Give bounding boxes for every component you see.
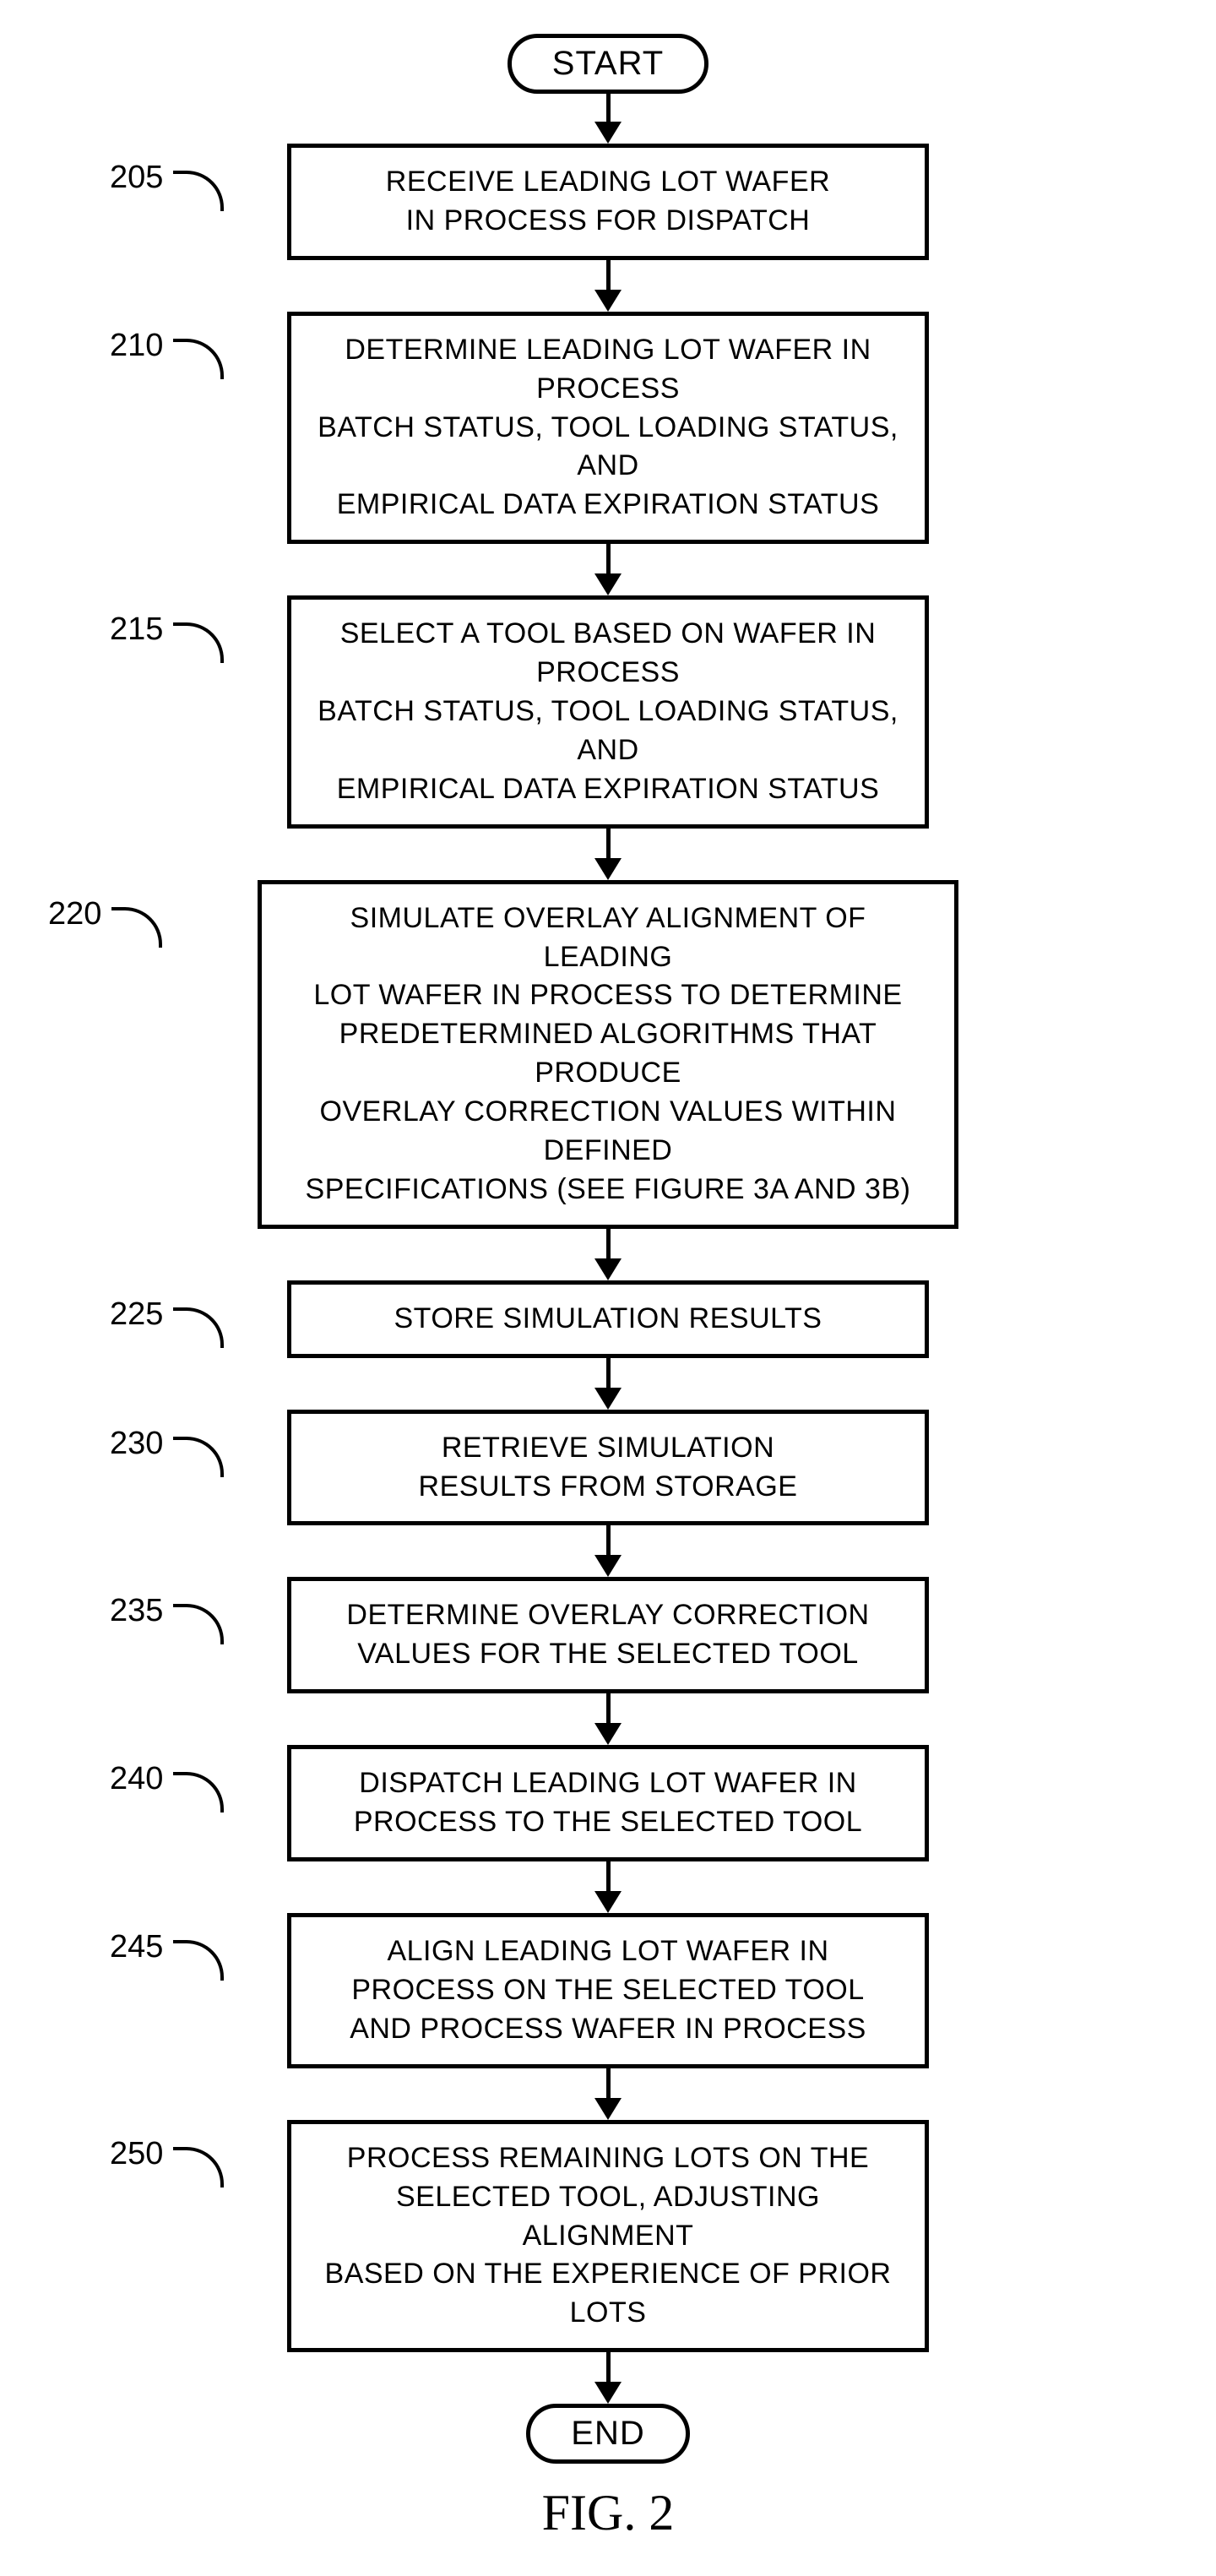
step-number: 220 bbox=[48, 896, 101, 932]
label-tick-icon bbox=[173, 339, 224, 379]
step-label-210: 210 bbox=[110, 315, 224, 379]
step-label-205: 205 bbox=[110, 147, 224, 211]
step-label-250: 250 bbox=[110, 2123, 224, 2187]
arrow bbox=[258, 1693, 958, 1745]
process-box-220: SIMULATE OVERLAY ALIGNMENT OF LEADING LOT… bbox=[258, 880, 958, 1229]
arrow bbox=[258, 1861, 958, 1913]
process-line: BASED ON THE EXPERIENCE OF PRIOR LOTS bbox=[325, 2258, 892, 2329]
step-number: 230 bbox=[110, 1426, 163, 1461]
label-tick-icon bbox=[173, 1437, 224, 1477]
step-row-210: 210DETERMINE LEADING LOT WAFER IN PROCES… bbox=[258, 312, 958, 544]
process-line: DETERMINE OVERLAY CORRECTION bbox=[346, 1599, 869, 1631]
label-tick-icon bbox=[173, 1940, 224, 1981]
arrow bbox=[258, 829, 958, 880]
step-row-245: 245ALIGN LEADING LOT WAFER INPROCESS ON … bbox=[258, 1913, 958, 2068]
process-line: SIMULATE OVERLAY ALIGNMENT OF LEADING bbox=[350, 902, 866, 973]
start-terminator: START bbox=[508, 34, 708, 94]
process-line: ALIGN LEADING LOT WAFER IN bbox=[387, 1935, 828, 1967]
process-line: STORE SIMULATION RESULTS bbox=[394, 1302, 822, 1334]
process-line: VALUES FOR THE SELECTED TOOL bbox=[357, 1638, 858, 1670]
step-row-220: 220SIMULATE OVERLAY ALIGNMENT OF LEADING… bbox=[258, 880, 958, 1229]
process-line: SELECTED TOOL, ADJUSTING ALIGNMENT bbox=[396, 2181, 820, 2252]
process-line: RESULTS FROM STORAGE bbox=[419, 1470, 798, 1503]
process-line: SELECT A TOOL BASED ON WAFER IN PROCESS bbox=[340, 617, 877, 688]
step-label-225: 225 bbox=[110, 1284, 224, 1348]
process-line: SPECIFICATIONS (SEE FIGURE 3A AND 3B) bbox=[306, 1173, 911, 1205]
step-number: 250 bbox=[110, 2136, 163, 2171]
arrow bbox=[258, 544, 958, 595]
process-line: PROCESS ON THE SELECTED TOOL bbox=[351, 1974, 864, 2006]
step-label-230: 230 bbox=[110, 1413, 224, 1477]
step-number: 235 bbox=[110, 1594, 163, 1629]
terminator-row-end: END bbox=[0, 2404, 1216, 2464]
step-label-235: 235 bbox=[110, 1580, 224, 1644]
process-line: PROCESS REMAINING LOTS ON THE bbox=[347, 2142, 869, 2174]
end-terminator: END bbox=[526, 2404, 689, 2464]
step-number: 210 bbox=[110, 328, 163, 363]
label-tick-icon bbox=[111, 907, 162, 948]
step-number: 240 bbox=[110, 1761, 163, 1796]
label-tick-icon bbox=[173, 1772, 224, 1812]
process-line: RECEIVE LEADING LOT WAFER bbox=[386, 166, 830, 198]
step-number: 245 bbox=[110, 1929, 163, 1965]
process-line: AND PROCESS WAFER IN PROCESS bbox=[350, 2013, 866, 2045]
process-line: DETERMINE LEADING LOT WAFER IN PROCESS bbox=[345, 334, 871, 405]
process-line: PREDETERMINED ALGORITHMS THAT PRODUCE bbox=[339, 1018, 877, 1089]
step-label-240: 240 bbox=[110, 1748, 224, 1812]
process-line: OVERLAY CORRECTION VALUES WITHIN DEFINED bbox=[320, 1095, 897, 1166]
label-tick-icon bbox=[173, 171, 224, 211]
process-box-240: DISPATCH LEADING LOT WAFER IN PROCESS TO … bbox=[287, 1745, 929, 1861]
process-box-205: RECEIVE LEADING LOT WAFER IN PROCESS FOR … bbox=[287, 144, 929, 260]
process-box-215: SELECT A TOOL BASED ON WAFER IN PROCESSB… bbox=[287, 595, 929, 828]
process-box-210: DETERMINE LEADING LOT WAFER IN PROCESSBA… bbox=[287, 312, 929, 544]
label-tick-icon bbox=[173, 1307, 224, 1348]
process-box-250: PROCESS REMAINING LOTS ON THE SELECTED TO… bbox=[287, 2120, 929, 2352]
arrow bbox=[258, 1229, 958, 1280]
process-box-230: RETRIEVE SIMULATION RESULTS FROM STORAGE bbox=[287, 1410, 929, 1526]
arrow bbox=[258, 1525, 958, 1577]
steps-mount: 205RECEIVE LEADING LOT WAFERIN PROCESS F… bbox=[258, 144, 958, 2404]
flowchart-container: START 205RECEIVE LEADING LOT WAFERIN PRO… bbox=[0, 34, 1216, 2542]
arrow bbox=[258, 2068, 958, 2120]
figure-caption: FIG. 2 bbox=[542, 2484, 675, 2542]
step-row-205: 205RECEIVE LEADING LOT WAFERIN PROCESS F… bbox=[258, 144, 958, 260]
step-number: 215 bbox=[110, 611, 163, 647]
process-line: IN PROCESS FOR DISPATCH bbox=[406, 204, 811, 236]
arrow bbox=[258, 260, 958, 312]
label-tick-icon bbox=[173, 622, 224, 663]
step-label-245: 245 bbox=[110, 1916, 224, 1981]
process-line: RETRIEVE SIMULATION bbox=[442, 1432, 774, 1464]
arrow bbox=[258, 1358, 958, 1410]
process-line: EMPIRICAL DATA EXPIRATION STATUS bbox=[337, 488, 880, 520]
step-number: 205 bbox=[110, 160, 163, 195]
step-label-215: 215 bbox=[110, 599, 224, 663]
step-row-235: 235DETERMINE OVERLAY CORRECTIONVALUES FO… bbox=[258, 1577, 958, 1693]
label-tick-icon bbox=[173, 2147, 224, 2187]
process-box-245: ALIGN LEADING LOT WAFER IN PROCESS ON THE… bbox=[287, 1913, 929, 2068]
process-box-235: DETERMINE OVERLAY CORRECTION VALUES FOR T… bbox=[287, 1577, 929, 1693]
step-label-220: 220 bbox=[48, 883, 162, 948]
process-line: EMPIRICAL DATA EXPIRATION STATUS bbox=[337, 773, 880, 805]
step-number: 225 bbox=[110, 1296, 163, 1332]
step-row-240: 240DISPATCH LEADING LOT WAFER INPROCESS … bbox=[258, 1745, 958, 1861]
process-box-225: STORE SIMULATION RESULTS bbox=[287, 1280, 929, 1358]
process-line: LOT WAFER IN PROCESS TO DETERMINE bbox=[313, 979, 902, 1011]
process-line: PROCESS TO THE SELECTED TOOL bbox=[354, 1806, 862, 1838]
step-row-215: 215SELECT A TOOL BASED ON WAFER IN PROCE… bbox=[258, 595, 958, 828]
step-row-250: 250PROCESS REMAINING LOTS ON THESELECTED… bbox=[258, 2120, 958, 2352]
process-line: DISPATCH LEADING LOT WAFER IN bbox=[359, 1767, 856, 1799]
arrow bbox=[594, 94, 622, 144]
terminator-row-start: START bbox=[0, 34, 1216, 94]
process-line: BATCH STATUS, TOOL LOADING STATUS, AND bbox=[318, 695, 898, 766]
step-row-225: 225STORE SIMULATION RESULTS bbox=[258, 1280, 958, 1358]
step-row-230: 230RETRIEVE SIMULATIONRESULTS FROM STORA… bbox=[258, 1410, 958, 1526]
process-line: BATCH STATUS, TOOL LOADING STATUS, AND bbox=[318, 411, 898, 482]
arrow bbox=[258, 2352, 958, 2404]
label-tick-icon bbox=[173, 1604, 224, 1644]
